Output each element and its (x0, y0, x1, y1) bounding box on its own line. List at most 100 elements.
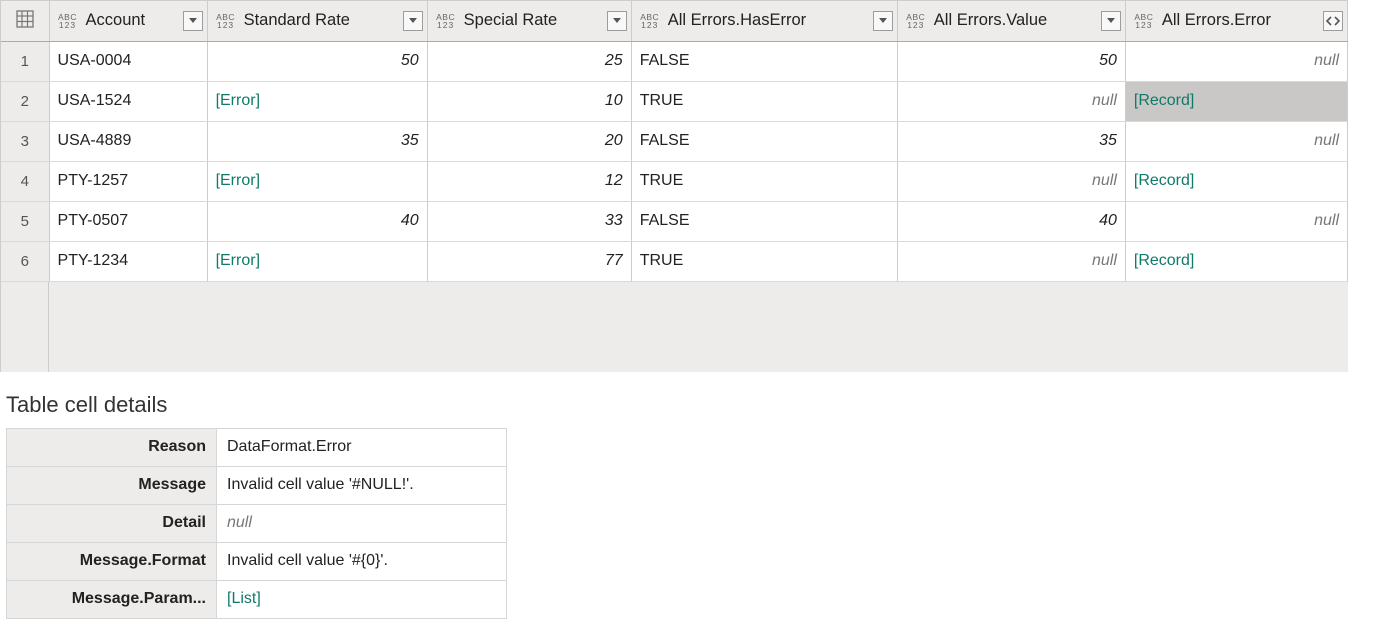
numeric-value: 40 (1099, 212, 1117, 230)
column-header-has_err[interactable]: ABC123All Errors.HasError (631, 1, 897, 41)
datatype-any-icon[interactable]: ABC123 (56, 13, 80, 29)
record-link[interactable]: [Record] (1134, 252, 1194, 270)
cell-account[interactable]: PTY-1257 (49, 161, 207, 201)
cell-err_val[interactable]: null (897, 241, 1125, 281)
details-row: Detail null (7, 504, 507, 542)
cell-std_rate[interactable]: 50 (207, 41, 427, 81)
numeric-value: 12 (605, 172, 623, 190)
record-link[interactable]: [Record] (1134, 172, 1194, 190)
cell-err_err[interactable]: [Record] (1125, 241, 1347, 281)
row-number[interactable]: 6 (1, 241, 49, 281)
cell-has_err[interactable]: FALSE (631, 121, 897, 161)
chevron-down-icon (1107, 18, 1115, 23)
details-key: Message.Param... (7, 580, 217, 618)
select-all-corner[interactable] (1, 1, 49, 41)
details-key: Detail (7, 504, 217, 542)
text-value: USA-4889 (58, 132, 132, 150)
cell-std_rate[interactable]: [Error] (207, 161, 427, 201)
cell-std_rate[interactable]: 40 (207, 201, 427, 241)
chevron-down-icon (189, 18, 197, 23)
text-value: TRUE (640, 172, 684, 190)
table-row[interactable]: 4PTY-1257 [Error] 12 TRUE null [Record] (1, 161, 1348, 201)
table-row[interactable]: 5 PTY-0507 40 33 FALSE 40 null (1, 201, 1348, 241)
column-header-err_val[interactable]: ABC123 All Errors.Value (897, 1, 1125, 41)
column-label: All Errors.Value (934, 11, 1097, 30)
cell-account[interactable]: USA-1524 (49, 81, 207, 121)
cell-err_val[interactable]: 35 (897, 121, 1125, 161)
cell-err_val[interactable]: 50 (897, 41, 1125, 81)
column-header-err_err[interactable]: ABC123All Errors.Error (1125, 1, 1347, 41)
cell-err_err[interactable]: null (1125, 41, 1347, 81)
table-row[interactable]: 6PTY-1234 [Error] 77TRUEnull [Record] (1, 241, 1348, 281)
details-value: DataFormat.Error (217, 428, 507, 466)
cell-spc_rate[interactable]: 25 (427, 41, 631, 81)
cell-err_err[interactable]: null (1125, 121, 1347, 161)
datatype-any-icon[interactable]: ABC123 (638, 13, 662, 29)
column-filter-button[interactable] (403, 11, 423, 31)
cell-err_val[interactable]: null (897, 81, 1125, 121)
column-filter-button[interactable] (607, 11, 627, 31)
datatype-any-icon[interactable]: ABC123 (904, 13, 928, 29)
row-number[interactable]: 5 (1, 201, 49, 241)
row-number[interactable]: 4 (1, 161, 49, 201)
cell-account[interactable]: PTY-1234 (49, 241, 207, 281)
datatype-any-icon[interactable]: ABC123 (434, 13, 458, 29)
details-table: ReasonDataFormat.ErrorMessageInvalid cel… (6, 428, 507, 619)
cell-err_err[interactable]: null (1125, 201, 1347, 241)
table-row[interactable]: 2USA-1524 [Error] 10 TRUEnull [Record] (1, 81, 1348, 121)
cell-account[interactable]: USA-4889 (49, 121, 207, 161)
column-label: Special Rate (464, 11, 603, 30)
record-link[interactable]: [Error] (216, 252, 260, 270)
record-link[interactable]: [Error] (216, 172, 260, 190)
cell-std_rate[interactable]: 35 (207, 121, 427, 161)
cell-err_err[interactable]: [Record] (1125, 81, 1347, 121)
column-header-std_rate[interactable]: ABC123 Standard Rate (207, 1, 427, 41)
text-value: FALSE (640, 132, 690, 150)
column-label: Standard Rate (244, 11, 399, 30)
null-value: null (227, 514, 252, 531)
datatype-any-icon[interactable]: ABC123 (214, 13, 238, 29)
cell-has_err[interactable]: TRUE (631, 81, 897, 121)
cell-std_rate[interactable]: [Error] (207, 241, 427, 281)
list-link[interactable]: [List] (227, 590, 261, 607)
column-filter-button[interactable] (1101, 11, 1121, 31)
details-value: null (217, 504, 507, 542)
table-row[interactable]: 3USA-48893520FALSE35null (1, 121, 1348, 161)
cell-has_err[interactable]: TRUE (631, 161, 897, 201)
text-value: USA-0004 (58, 52, 132, 70)
cell-spc_rate[interactable]: 77 (427, 241, 631, 281)
cell-has_err[interactable]: TRUE (631, 241, 897, 281)
row-number[interactable]: 3 (1, 121, 49, 161)
cell-err_val[interactable]: null (897, 161, 1125, 201)
null-value: null (1314, 52, 1339, 70)
numeric-value: 33 (605, 212, 623, 230)
table-row[interactable]: 1USA-00045025FALSE50null (1, 41, 1348, 81)
null-value: null (1314, 132, 1339, 150)
cell-spc_rate[interactable]: 33 (427, 201, 631, 241)
numeric-value: 25 (605, 52, 623, 70)
row-number[interactable]: 1 (1, 41, 49, 81)
column-header-account[interactable]: ABC123Account (49, 1, 207, 41)
datatype-any-icon[interactable]: ABC123 (1132, 13, 1156, 29)
cell-spc_rate[interactable]: 20 (427, 121, 631, 161)
details-value[interactable]: [List] (217, 580, 507, 618)
cell-has_err[interactable]: FALSE (631, 41, 897, 81)
column-header-spc_rate[interactable]: ABC123 Special Rate (427, 1, 631, 41)
cell-err_val[interactable]: 40 (897, 201, 1125, 241)
column-filter-button[interactable] (873, 11, 893, 31)
numeric-value: 10 (605, 92, 623, 110)
expand-column-button[interactable] (1323, 11, 1343, 31)
record-link[interactable]: [Error] (216, 92, 260, 110)
cell-spc_rate[interactable]: 12 (427, 161, 631, 201)
row-number[interactable]: 2 (1, 81, 49, 121)
details-key: Message (7, 466, 217, 504)
cell-account[interactable]: PTY-0507 (49, 201, 207, 241)
cell-std_rate[interactable]: [Error] (207, 81, 427, 121)
cell-err_err[interactable]: [Record] (1125, 161, 1347, 201)
cell-account[interactable]: USA-0004 (49, 41, 207, 81)
record-link[interactable]: [Record] (1134, 92, 1194, 110)
cell-has_err[interactable]: FALSE (631, 201, 897, 241)
cell-spc_rate[interactable]: 10 (427, 81, 631, 121)
text-value: PTY-0507 (58, 212, 129, 230)
column-filter-button[interactable] (183, 11, 203, 31)
